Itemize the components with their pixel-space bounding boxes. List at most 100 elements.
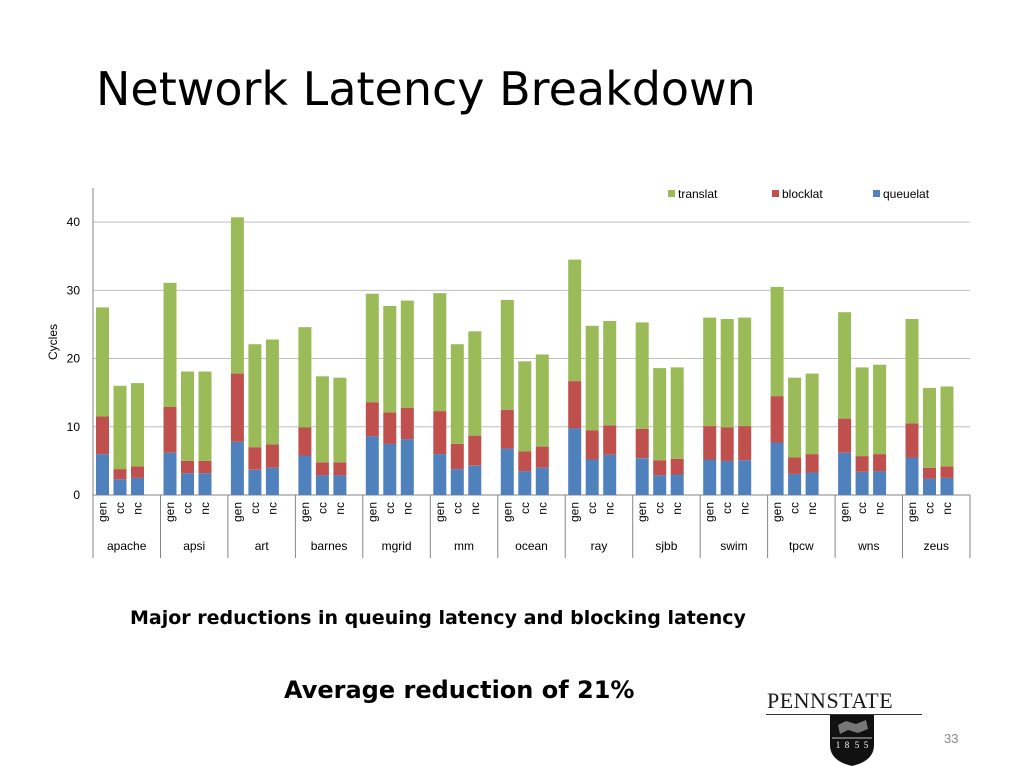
bar-segment-translat [805, 373, 819, 455]
config-tick-label: gen [298, 502, 312, 522]
logo-year-digit: 5 [855, 740, 860, 750]
bar-segment-blocklat [248, 447, 262, 470]
bar-segment-blocklat [433, 411, 447, 455]
bar-segment-blocklat [805, 454, 819, 473]
bar-segment-queuelat [400, 439, 414, 495]
bar-segment-translat [163, 282, 177, 407]
config-tick-label: cc [315, 502, 329, 514]
config-tick-label: nc [131, 502, 145, 515]
bar-segment-blocklat [450, 443, 464, 469]
bar-segment-blocklat [788, 457, 802, 474]
config-tick-label: nc [333, 502, 347, 515]
bar-segment-blocklat [265, 444, 279, 468]
config-tick-label: nc [805, 502, 819, 515]
bar-segment-translat [468, 331, 482, 436]
bar-segment-translat [333, 377, 347, 463]
group-tick-label: sjbb [655, 539, 677, 553]
bar-segment-translat [905, 319, 919, 424]
bar-segment-queuelat [535, 467, 549, 495]
bar-segment-queuelat [703, 459, 717, 495]
bar-segment-translat [298, 327, 312, 428]
bar-segment-queuelat [365, 436, 379, 495]
config-tick-label: cc [923, 502, 937, 514]
y-tick-label: 0 [73, 488, 80, 502]
bar-segment-queuelat [805, 472, 819, 495]
config-tick-label: nc [738, 502, 752, 515]
bar-segment-blocklat [905, 423, 919, 458]
bar-segment-queuelat [315, 475, 329, 495]
group-tick-label: art [255, 539, 270, 553]
config-tick-label: gen [96, 502, 110, 522]
config-tick-label: gen [500, 502, 514, 522]
bar-segment-blocklat [603, 425, 617, 455]
bar-segment-translat [535, 354, 549, 447]
config-tick-label: nc [940, 502, 954, 515]
bar-segment-translat [923, 387, 936, 468]
bar-segment-blocklat [585, 430, 599, 460]
bar-segment-blocklat [568, 381, 582, 429]
legend-swatch-blocklat [772, 190, 779, 197]
bar-segment-translat [703, 317, 717, 427]
bar-segment-blocklat [738, 426, 752, 461]
bar-segment-queuelat [450, 469, 464, 495]
bar-segment-blocklat [923, 467, 936, 479]
bar-segment-blocklat [873, 454, 887, 472]
bar-segment-queuelat [855, 471, 869, 495]
bar-segment-translat [248, 344, 262, 448]
bar-segment-queuelat [131, 477, 144, 495]
y-tick-label: 40 [67, 215, 81, 229]
bar-segment-queuelat [568, 428, 582, 495]
bar-segment-queuelat [468, 465, 482, 495]
y-tick-label: 10 [67, 420, 81, 434]
config-tick-label: nc [535, 502, 549, 515]
config-tick-label: gen [770, 502, 784, 522]
group-tick-label: zeus [924, 539, 949, 553]
config-tick-label: gen [905, 502, 919, 522]
config-tick-label: nc [468, 502, 482, 515]
average-note: Average reduction of 21% [284, 676, 635, 704]
bar-segment-blocklat [653, 460, 667, 476]
bar-segment-blocklat [720, 427, 734, 461]
bar-segment-queuelat [585, 459, 599, 495]
bar-segment-translat [450, 344, 464, 444]
bar-segment-translat [96, 307, 109, 417]
config-tick-label: gen [703, 502, 717, 522]
config-tick-label: gen [568, 502, 582, 522]
bar-segment-translat [383, 306, 397, 413]
bar-segment-queuelat [940, 477, 954, 495]
bar-segment-translat [131, 383, 144, 467]
bar-segment-queuelat [500, 448, 514, 495]
y-axis-label: Cycles [46, 324, 60, 360]
config-tick-label: gen [838, 502, 852, 522]
bar-segment-translat [315, 376, 329, 463]
bar-segment-queuelat [383, 443, 397, 495]
config-tick-label: gen [163, 502, 177, 522]
bar-segment-queuelat [113, 479, 127, 495]
bar-segment-translat [433, 293, 447, 412]
bar-segment-blocklat [518, 451, 532, 472]
bar-segment-blocklat [535, 446, 549, 468]
bar-segment-blocklat [383, 412, 397, 444]
bar-segment-translat [738, 317, 752, 427]
bar-segment-translat [653, 368, 667, 461]
bar-segment-queuelat [333, 475, 347, 495]
bar-segment-translat [198, 371, 212, 461]
bar-segment-queuelat [923, 478, 936, 495]
config-tick-label: cc [181, 502, 195, 514]
bar-segment-translat [940, 386, 954, 467]
bar-segment-blocklat [198, 460, 212, 474]
bar-segment-translat [855, 367, 869, 457]
bar-segment-translat [720, 319, 734, 428]
bar-segment-blocklat [333, 462, 347, 476]
bar-segment-blocklat [855, 456, 869, 472]
bar-segment-queuelat [603, 454, 617, 495]
bar-segment-blocklat [163, 407, 177, 453]
config-tick-label: cc [383, 502, 397, 514]
config-tick-label: cc [653, 502, 667, 514]
bar-segment-queuelat [905, 457, 919, 495]
bar-segment-translat [585, 325, 599, 431]
logo-year-digit: 1 [836, 740, 841, 750]
bar-segment-translat [603, 321, 617, 426]
bar-segment-translat [568, 259, 582, 381]
